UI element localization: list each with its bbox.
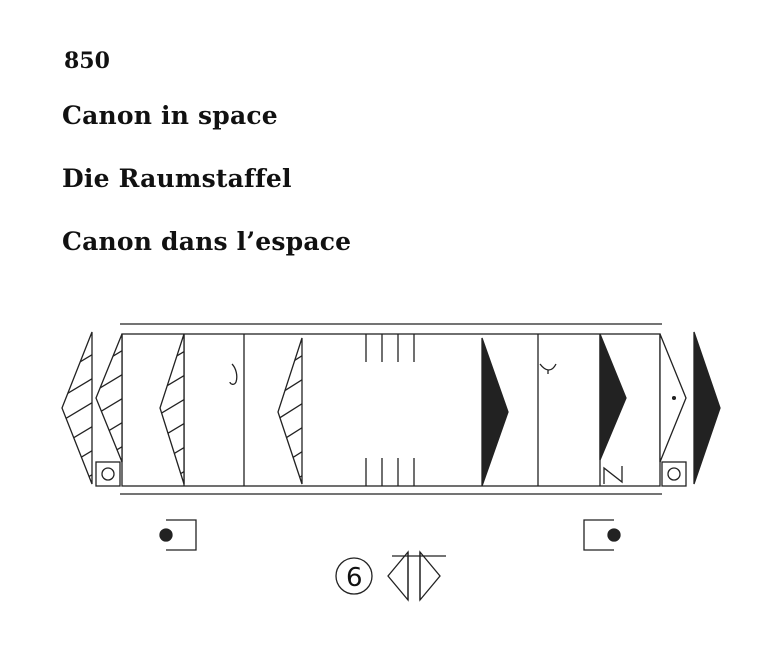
- title-french: Canon dans l’espace: [62, 227, 352, 256]
- hold-circle: [101, 467, 115, 481]
- tick-marks-top: [365, 334, 415, 362]
- count-circle: [335, 557, 373, 595]
- hatched-direction-symbol: [277, 337, 303, 485]
- filled-direction-symbol: [481, 337, 509, 487]
- filled-direction-symbol: [599, 333, 627, 461]
- hold-box: [95, 461, 121, 487]
- hatched-direction-symbol: [95, 333, 123, 463]
- space-sign-icon: [387, 550, 446, 602]
- title-english: Canon in space: [62, 101, 278, 130]
- staff-frame: [121, 333, 661, 487]
- filled-direction-symbol: [693, 331, 721, 485]
- hold-box: [661, 461, 687, 487]
- right-pin-sign: [583, 519, 621, 551]
- caret-sign: [539, 363, 557, 374]
- left-pin-sign: [159, 519, 197, 551]
- hatched-direction-symbol: [159, 333, 185, 485]
- count-number: 6: [346, 563, 363, 593]
- entry-number: 850: [64, 48, 110, 74]
- hook-sign: [229, 363, 238, 385]
- entry-header: 850: [62, 44, 110, 78]
- hatched-direction-symbol: [61, 331, 93, 485]
- zigzag-sign: [603, 466, 623, 484]
- hold-circle: [667, 467, 681, 481]
- tick-marks-bottom: [365, 458, 415, 486]
- title-german: Die Raumstaffel: [62, 164, 292, 193]
- center-dot: [671, 395, 677, 401]
